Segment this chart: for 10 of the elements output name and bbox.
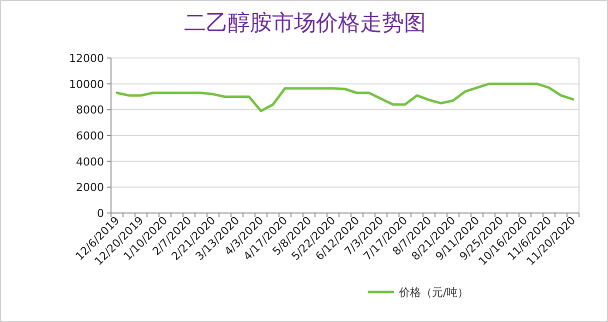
y-tick-label: 10000 (69, 78, 104, 91)
y-tick-label: 6000 (76, 130, 104, 142)
line-series (116, 82, 574, 112)
y-tick-label: 2000 (76, 181, 104, 194)
y-tick-label: 8000 (76, 104, 104, 117)
y-tick-label: 4000 (76, 155, 104, 168)
y-tick-label: 12000 (69, 52, 104, 65)
y-tick-label: 0 (97, 207, 104, 220)
legend-label: 价格（元/吨） (398, 286, 469, 299)
chart-title: 二乙醇胺市场价格走势图 (184, 11, 426, 36)
